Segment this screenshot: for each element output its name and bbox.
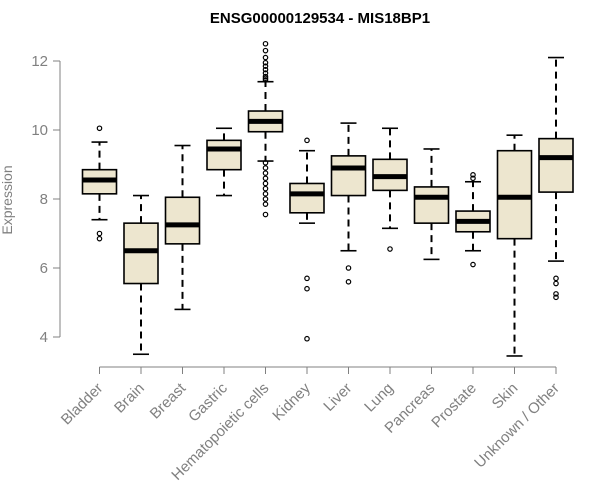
- boxes-group: [81, 40, 574, 357]
- outlier-point: [262, 70, 269, 76]
- box-hematopoietic-cells: [247, 40, 284, 218]
- outlier-point: [304, 285, 310, 292]
- outlier-point: [262, 63, 269, 69]
- outlier-point: [262, 170, 269, 176]
- outlier-point: [262, 165, 269, 171]
- box-iqr: [289, 182, 325, 214]
- outlier-point: [262, 159, 269, 166]
- outlier-point: [387, 246, 393, 252]
- x-tick-label: Kidney: [269, 379, 314, 424]
- y-tick-label: 12: [31, 53, 48, 70]
- box-iqr: [164, 196, 201, 245]
- box-iqr: [496, 149, 533, 240]
- outlier-point: [345, 278, 352, 285]
- box-pancreas: [413, 148, 450, 261]
- chart-title: ENSG00000129534 - MIS18BP1: [210, 10, 430, 27]
- y-axis-label: Expression: [0, 165, 15, 234]
- x-tick-label: Brain: [111, 380, 148, 417]
- y-tick-label: 8: [40, 191, 48, 208]
- x-tick-label: Breast: [147, 379, 190, 422]
- box-iqr: [413, 186, 450, 224]
- outlier-point: [262, 66, 269, 73]
- y-tick-label: 6: [40, 260, 48, 277]
- y-tick-label: 10: [31, 122, 48, 139]
- outlier-point: [304, 275, 310, 282]
- box-brain: [123, 194, 159, 356]
- outlier-point: [262, 77, 269, 83]
- box-breast: [164, 144, 201, 311]
- outlier-point: [262, 180, 269, 187]
- outlier-point: [470, 175, 476, 182]
- x-tick-label: Bladder: [58, 380, 107, 429]
- x-tick-label: Skin: [489, 380, 522, 413]
- outlier-point: [262, 47, 269, 54]
- box-iqr: [330, 155, 367, 197]
- y-axis: 4 6 8 10 12: [31, 53, 61, 346]
- outlier-point: [304, 137, 310, 144]
- outlier-point: [553, 275, 559, 282]
- outlier-point: [304, 335, 310, 342]
- outlier-point: [553, 280, 559, 287]
- outlier-point: [262, 40, 269, 47]
- x-tick-label: Prostate: [428, 380, 480, 432]
- box-iqr: [206, 139, 242, 171]
- box-iqr: [538, 137, 574, 193]
- outlier-point: [262, 185, 269, 192]
- box-bladder: [81, 125, 118, 242]
- outlier-point: [262, 191, 269, 197]
- box-liver: [330, 122, 367, 285]
- box-lung: [372, 127, 408, 252]
- outlier-point: [470, 261, 476, 268]
- outlier-point: [96, 125, 103, 132]
- outlier-point: [262, 211, 269, 218]
- outlier-point: [553, 294, 559, 301]
- outlier-point: [470, 172, 476, 178]
- y-tick-label: 4: [40, 329, 48, 346]
- outlier-point: [96, 235, 103, 242]
- outlier-point: [553, 291, 559, 297]
- outlier-point: [262, 196, 269, 202]
- outlier-point: [262, 175, 269, 182]
- outlier-point: [345, 265, 352, 271]
- box-kidney: [289, 137, 325, 342]
- box-unknown-other: [538, 56, 574, 301]
- x-tick-label: Liver: [320, 380, 355, 415]
- box-iqr: [123, 222, 159, 285]
- box-prostate: [455, 172, 491, 268]
- outlier-point: [262, 59, 269, 66]
- box-gastric: [206, 127, 242, 197]
- outlier-point: [262, 54, 269, 61]
- x-tick-label: Lung: [361, 380, 397, 416]
- outlier-point: [96, 230, 103, 237]
- box-skin: [496, 134, 533, 357]
- outlier-point: [262, 201, 269, 207]
